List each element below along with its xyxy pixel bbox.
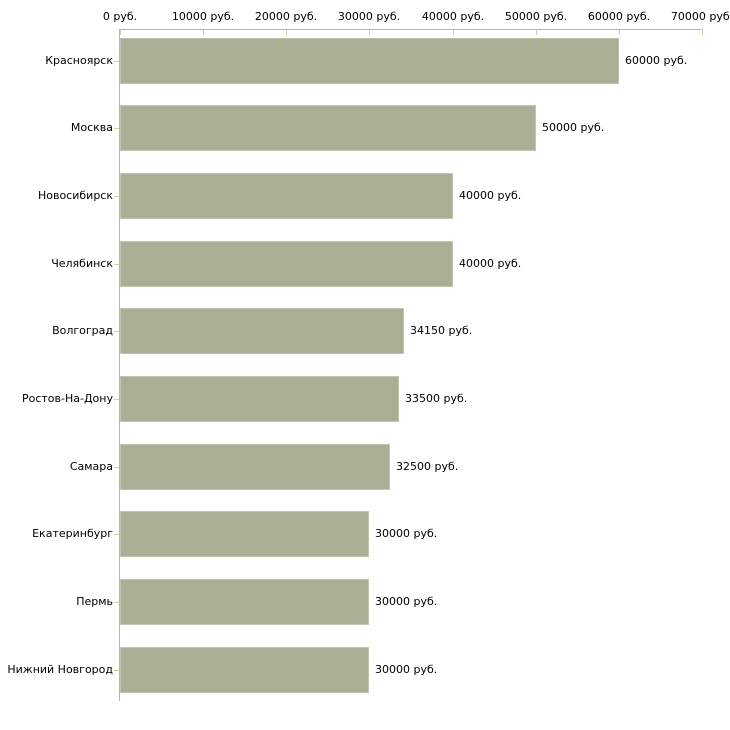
bar xyxy=(120,241,453,287)
category-tick xyxy=(114,534,119,535)
category-tick xyxy=(114,670,119,671)
category-label: Челябинск xyxy=(51,257,113,270)
category-label: Красноярск xyxy=(45,54,113,67)
x-axis-tick-label: 60000 руб. xyxy=(587,10,651,23)
bar xyxy=(120,38,619,84)
bar xyxy=(120,579,369,625)
value-label: 30000 руб. xyxy=(375,663,438,676)
x-axis-tick-mark xyxy=(453,30,454,35)
value-label: 30000 руб. xyxy=(375,595,438,608)
category-label: Новосибирск xyxy=(37,189,113,202)
x-axis-tick-mark xyxy=(619,30,620,35)
value-label: 50000 руб. xyxy=(542,121,605,134)
x-axis-line xyxy=(120,29,703,30)
category-tick xyxy=(114,264,119,265)
x-axis-tick-label: 20000 руб. xyxy=(254,10,318,23)
bar xyxy=(120,173,453,219)
value-label: 60000 руб. xyxy=(625,54,688,67)
x-axis-tick-mark xyxy=(702,30,703,35)
bar xyxy=(120,444,390,490)
value-label: 32500 руб. xyxy=(396,460,459,473)
category-label: Ростов-На-Дону xyxy=(21,392,113,405)
category-label: Волгоград xyxy=(52,324,113,337)
bar xyxy=(120,105,536,151)
y-axis-line xyxy=(119,29,120,701)
bar xyxy=(120,647,369,693)
category-label: Нижний Новгород xyxy=(7,663,113,676)
bar xyxy=(120,376,399,422)
value-label: 33500 руб. xyxy=(405,392,468,405)
category-tick xyxy=(114,331,119,332)
category-tick xyxy=(114,196,119,197)
category-label: Москва xyxy=(70,121,113,134)
x-axis-tick-mark xyxy=(286,30,287,35)
category-label: Екатеринбург xyxy=(32,527,113,540)
x-axis-tick-mark xyxy=(203,30,204,35)
x-axis-tick-mark xyxy=(536,30,537,35)
category-label: Самара xyxy=(69,460,113,473)
bar xyxy=(120,308,404,354)
x-axis-tick-label: 50000 руб. xyxy=(504,10,568,23)
category-label: Пермь xyxy=(76,595,113,608)
x-axis-tick-label: 70000 руб. xyxy=(670,10,730,23)
value-label: 40000 руб. xyxy=(459,257,522,270)
category-tick xyxy=(114,399,119,400)
x-axis-tick-label: 0 руб. xyxy=(102,10,138,23)
bar xyxy=(120,511,369,557)
value-label: 30000 руб. xyxy=(375,527,438,540)
category-tick xyxy=(114,467,119,468)
category-tick xyxy=(114,128,119,129)
category-tick xyxy=(114,61,119,62)
value-label: 34150 руб. xyxy=(410,324,473,337)
x-axis-tick-label: 30000 руб. xyxy=(337,10,401,23)
x-axis-tick-label: 10000 руб. xyxy=(171,10,235,23)
x-axis-tick-mark xyxy=(369,30,370,35)
category-tick xyxy=(114,602,119,603)
value-label: 40000 руб. xyxy=(459,189,522,202)
x-axis-tick-mark xyxy=(120,30,121,35)
x-axis-tick-label: 40000 руб. xyxy=(421,10,485,23)
